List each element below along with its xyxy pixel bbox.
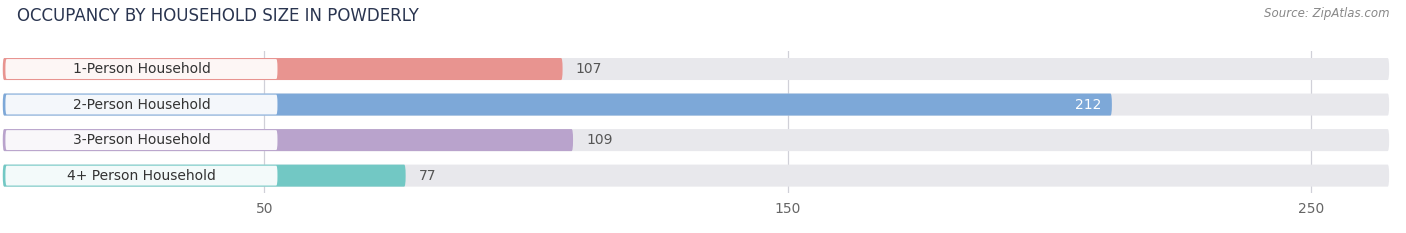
Text: 4+ Person Household: 4+ Person Household (67, 169, 217, 183)
FancyBboxPatch shape (6, 166, 277, 185)
Text: 3-Person Household: 3-Person Household (73, 133, 211, 147)
Text: Source: ZipAtlas.com: Source: ZipAtlas.com (1264, 7, 1389, 20)
FancyBboxPatch shape (3, 164, 405, 187)
FancyBboxPatch shape (3, 129, 574, 151)
Text: 77: 77 (419, 169, 436, 183)
FancyBboxPatch shape (6, 59, 277, 79)
Text: 107: 107 (575, 62, 602, 76)
FancyBboxPatch shape (3, 129, 1389, 151)
FancyBboxPatch shape (3, 58, 1389, 80)
Text: 1-Person Household: 1-Person Household (73, 62, 211, 76)
FancyBboxPatch shape (6, 95, 277, 114)
FancyBboxPatch shape (3, 164, 1389, 187)
Text: 2-Person Household: 2-Person Household (73, 98, 211, 112)
FancyBboxPatch shape (6, 130, 277, 150)
Text: 109: 109 (586, 133, 613, 147)
FancyBboxPatch shape (3, 93, 1112, 116)
FancyBboxPatch shape (3, 93, 1389, 116)
FancyBboxPatch shape (3, 58, 562, 80)
Text: OCCUPANCY BY HOUSEHOLD SIZE IN POWDERLY: OCCUPANCY BY HOUSEHOLD SIZE IN POWDERLY (17, 7, 419, 25)
Text: 212: 212 (1076, 98, 1101, 112)
